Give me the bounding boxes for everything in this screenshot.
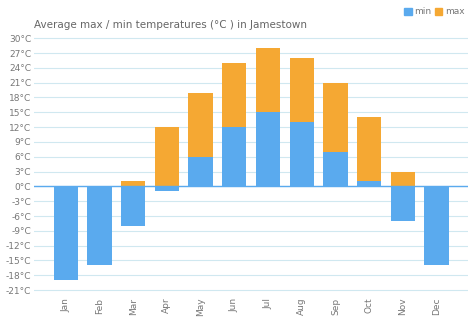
Bar: [357, 181, 381, 186]
Bar: [222, 127, 246, 186]
Bar: [391, 186, 415, 221]
Bar: [189, 157, 213, 186]
Bar: [256, 112, 280, 186]
Bar: [357, 117, 381, 186]
Bar: [323, 83, 347, 186]
Bar: [189, 92, 213, 186]
Bar: [256, 48, 280, 186]
Bar: [54, 186, 78, 280]
Bar: [424, 186, 449, 265]
Bar: [155, 127, 179, 186]
Bar: [323, 152, 347, 186]
Legend: min, max: min, max: [401, 4, 468, 20]
Bar: [155, 186, 179, 191]
Bar: [424, 186, 449, 211]
Bar: [222, 63, 246, 186]
Bar: [391, 172, 415, 186]
Bar: [87, 186, 111, 206]
Text: Average max / min temperatures (°C ) in Jamestown: Average max / min temperatures (°C ) in …: [34, 20, 307, 30]
Bar: [121, 181, 146, 186]
Bar: [121, 186, 146, 226]
Bar: [290, 58, 314, 186]
Bar: [87, 186, 111, 265]
Bar: [290, 122, 314, 186]
Bar: [54, 186, 78, 231]
